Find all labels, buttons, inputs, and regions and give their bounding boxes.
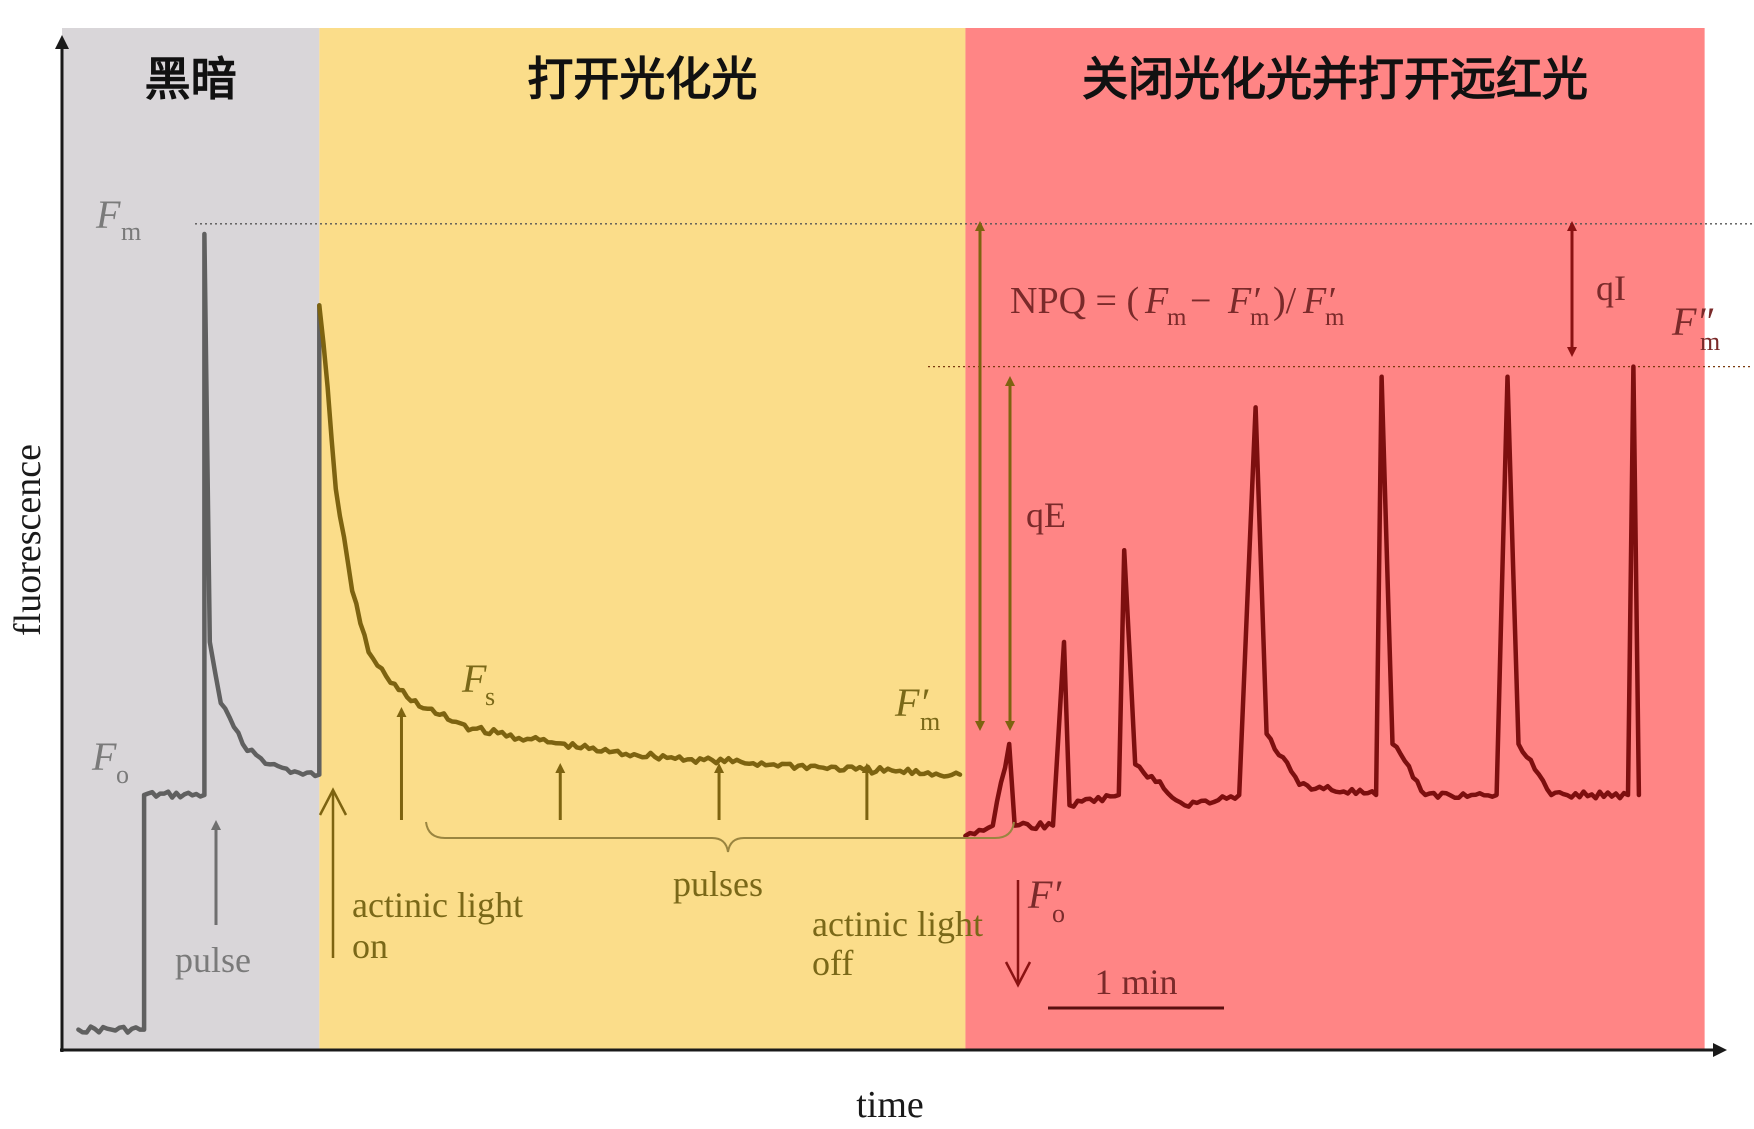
fm-prime-label-sub: m: [920, 707, 940, 736]
zone-dark-background: [62, 28, 320, 1050]
fo-label-sub: o: [116, 760, 129, 789]
scale-bar-label: 1 min: [1094, 962, 1177, 1002]
fm-label: F: [95, 192, 121, 237]
npq-f2-sub: m: [1250, 304, 1270, 331]
fm-double-prime-label-sub: m: [1700, 327, 1720, 356]
zone-title-far-red: 关闭光化光并打开远红光: [1082, 52, 1588, 106]
pulses-label: pulses: [673, 864, 763, 904]
fo-prime-label: F′: [1027, 872, 1062, 917]
npq-mid: )/: [1273, 280, 1297, 322]
npq-f2: F′: [1227, 280, 1260, 322]
fs-label: F: [461, 656, 487, 701]
npq-formula: NPQ = ( F m − F′ m )/ F′ m: [1010, 280, 1345, 331]
fo-prime-label-sub: o: [1052, 899, 1065, 928]
fm-prime-label: F′: [894, 680, 929, 725]
zone-actinic-background: [319, 28, 966, 1050]
trace-actinic-phase: [317, 303, 963, 779]
zone-title-actinic: 打开光化光: [527, 52, 757, 106]
pulse-arrows: [396, 707, 872, 820]
zone-title-dark: 黑暗: [145, 52, 237, 106]
y-axis-label: fluorescence: [7, 444, 49, 636]
actinic-off-arrowhead: [1004, 961, 1032, 988]
actinic-on-label-line2: on: [352, 926, 388, 966]
npq-f3: F′: [1302, 280, 1335, 322]
npq-minus: −: [1190, 280, 1211, 322]
fo-label: F: [91, 734, 117, 779]
actinic-off-label-line2: off: [812, 943, 853, 983]
pulse-label: pulse: [175, 940, 251, 980]
npq-f1: F: [1144, 280, 1169, 322]
fs-label-sub: s: [485, 682, 495, 711]
npq-prefix: NPQ = (: [1010, 280, 1139, 322]
actinic-off-label-line1: actinic light: [812, 904, 983, 944]
npq-f3-sub: m: [1325, 304, 1345, 331]
trace-dark-phase: [76, 231, 322, 1035]
fm-label-sub: m: [121, 217, 141, 246]
qe-label: qE: [1026, 495, 1066, 535]
zone-far-red-background: [965, 28, 1705, 1050]
actinic-on-label-line1: actinic light: [352, 885, 523, 925]
npq-f1-sub: m: [1167, 304, 1187, 331]
fm-double-prime-label: F″: [1671, 299, 1714, 344]
x-axis-label: time: [856, 1084, 924, 1126]
trace-far-red-phase: [963, 364, 1642, 839]
pulses-brace: [425, 821, 1015, 853]
qi-label: qI: [1596, 268, 1626, 308]
actinic-on-arrowhead: [318, 787, 348, 816]
